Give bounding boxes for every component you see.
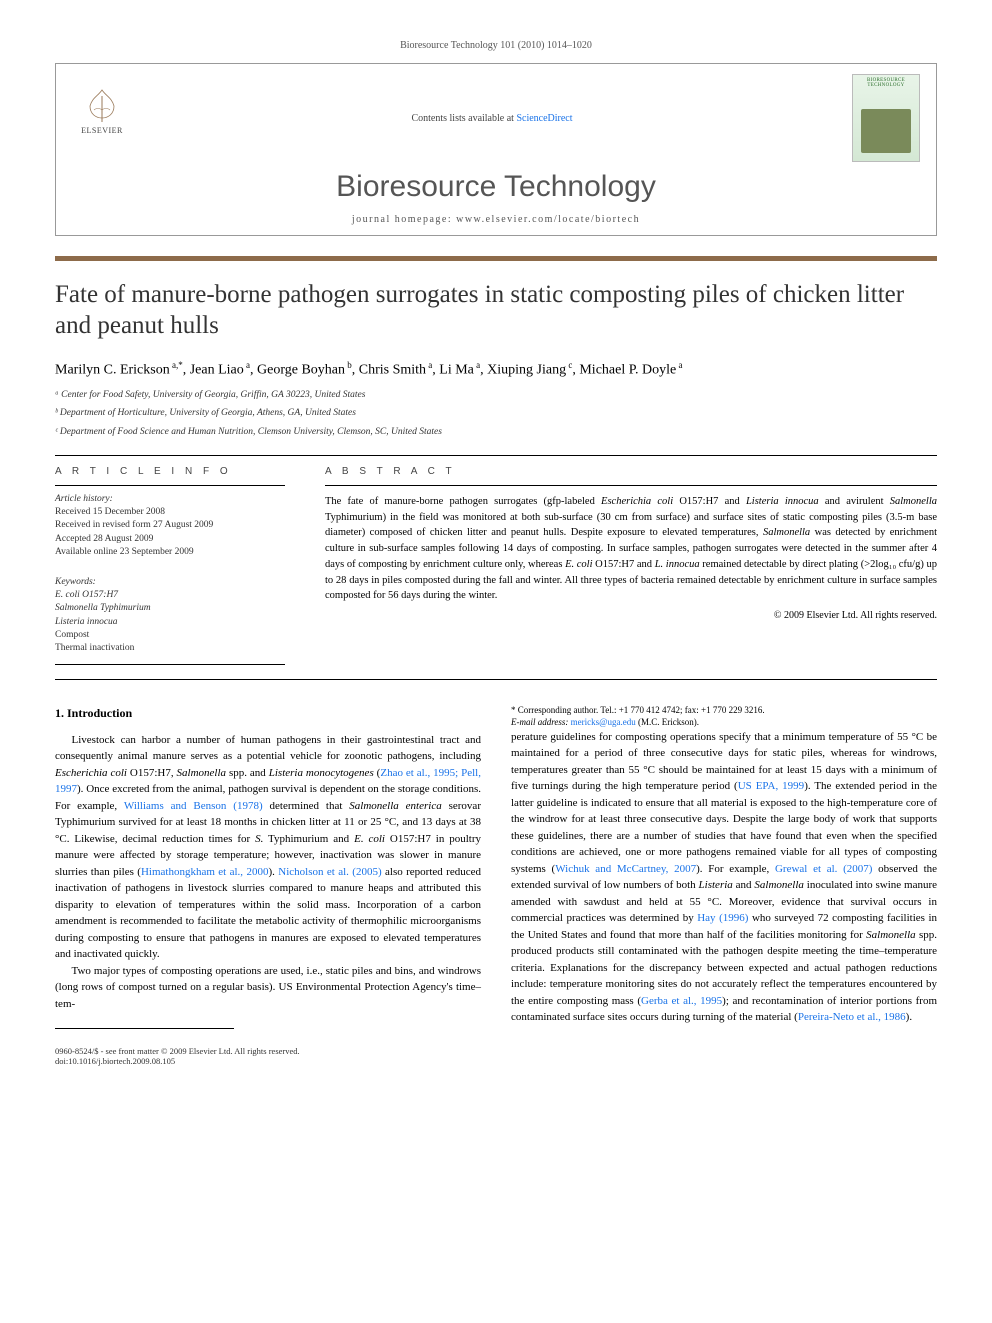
- para-1: Livestock can harbor a number of human p…: [55, 732, 481, 963]
- footer-doi: doi:10.1016/j.biortech.2009.08.105: [55, 1056, 300, 1066]
- journal-cover-thumb: BIORESOURCE TECHNOLOGY: [852, 74, 920, 162]
- kw-3: Compost: [55, 629, 285, 642]
- publisher-name: ELSEVIER: [72, 126, 132, 135]
- contents-prefix: Contents lists available at: [411, 113, 516, 124]
- corresponding-footnote: * Corresponding author. Tel.: +1 770 412…: [511, 704, 937, 729]
- page-footer: 0960-8524/$ - see front matter © 2009 El…: [55, 1046, 937, 1066]
- kw-1: Salmonella Typhimurium: [55, 602, 285, 615]
- history-online: Available online 23 September 2009: [55, 546, 285, 559]
- history-received: Received 15 December 2008: [55, 506, 285, 519]
- journal-header: ELSEVIER Contents lists available at Sci…: [55, 63, 937, 236]
- kw-4: Thermal inactivation: [55, 642, 285, 655]
- header-rule: [55, 256, 937, 261]
- footnote-rule: [55, 1028, 234, 1029]
- article-title: Fate of manure-borne pathogen surrogates…: [55, 279, 937, 342]
- para-2: Two major types of composting operations…: [55, 963, 481, 1013]
- meta-rule-info-bottom: [55, 664, 285, 665]
- abstract-text: The fate of manure-borne pathogen surrog…: [325, 494, 937, 604]
- para-2-cont: perature guidelines for composting opera…: [511, 729, 937, 1026]
- author-list: Marilyn C. Erickson a,*, Jean Liao a, Ge…: [55, 360, 937, 379]
- email-label: E-mail address:: [511, 717, 568, 727]
- abstract-block: A B S T R A C T The fate of manure-borne…: [325, 466, 937, 656]
- corr-line: * Corresponding author. Tel.: +1 770 412…: [511, 704, 937, 717]
- running-head: Bioresource Technology 101 (2010) 1014–1…: [55, 40, 937, 51]
- meta-rule-bottom: [55, 679, 937, 680]
- history-hdr: Article history:: [55, 494, 285, 504]
- abstract-hdr: A B S T R A C T: [325, 466, 937, 477]
- footer-copyright: 0960-8524/$ - see front matter © 2009 El…: [55, 1046, 300, 1056]
- kw-0: E. coli O157:H7: [55, 589, 285, 602]
- abstract-copyright: © 2009 Elsevier Ltd. All rights reserved…: [325, 610, 937, 621]
- affiliation-c: ᶜ Department of Food Science and Human N…: [55, 425, 937, 439]
- corr-email[interactable]: mericks@uga.edu: [571, 717, 636, 727]
- affiliation-b: ᵇ Department of Horticulture, University…: [55, 406, 937, 420]
- contents-link-line: Contents lists available at ScienceDirec…: [132, 113, 852, 124]
- journal-homepage: journal homepage: www.elsevier.com/locat…: [56, 214, 936, 235]
- article-info-block: A R T I C L E I N F O Article history: R…: [55, 466, 285, 656]
- affiliations: ᵃ Center for Food Safety, University of …: [55, 388, 937, 439]
- article-info-hdr: A R T I C L E I N F O: [55, 466, 285, 477]
- journal-title: Bioresource Technology: [56, 170, 936, 204]
- publisher-logo: ELSEVIER: [72, 88, 132, 148]
- affiliation-a: ᵃ Center for Food Safety, University of …: [55, 388, 937, 402]
- cover-thumb-title: BIORESOURCE TECHNOLOGY: [853, 75, 919, 91]
- body-columns: 1. Introduction Livestock can harbor a n…: [55, 704, 937, 1031]
- history-accepted: Accepted 28 August 2009: [55, 533, 285, 546]
- email-suffix: (M.C. Erickson).: [638, 717, 699, 727]
- kw-2: Listeria innocua: [55, 616, 285, 629]
- keywords-hdr: Keywords:: [55, 577, 285, 587]
- meta-rule-top: [55, 455, 937, 456]
- history-revised: Received in revised form 27 August 2009: [55, 519, 285, 532]
- cover-thumb-photo: [861, 109, 911, 153]
- sciencedirect-link[interactable]: ScienceDirect: [516, 113, 572, 124]
- elsevier-tree-icon: [80, 88, 124, 124]
- intro-heading: 1. Introduction: [55, 704, 481, 722]
